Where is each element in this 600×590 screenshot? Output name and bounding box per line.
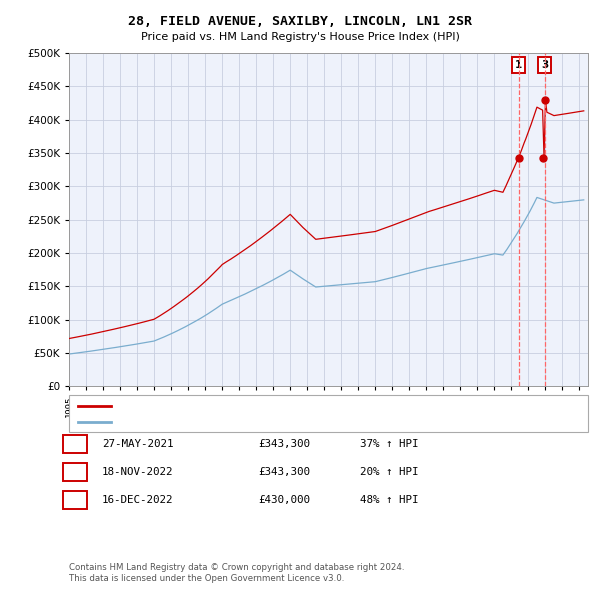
Text: 3: 3 <box>541 60 548 70</box>
Text: £343,300: £343,300 <box>258 467 310 477</box>
Text: 20% ↑ HPI: 20% ↑ HPI <box>360 467 419 477</box>
Text: 2: 2 <box>71 467 79 477</box>
Text: 3: 3 <box>71 496 79 505</box>
Text: This data is licensed under the Open Government Licence v3.0.: This data is licensed under the Open Gov… <box>69 573 344 583</box>
Text: 18-NOV-2022: 18-NOV-2022 <box>102 467 173 477</box>
Text: 28, FIELD AVENUE, SAXILBY, LINCOLN, LN1 2SR: 28, FIELD AVENUE, SAXILBY, LINCOLN, LN1 … <box>128 15 472 28</box>
Text: 1: 1 <box>515 60 522 70</box>
Text: £430,000: £430,000 <box>258 496 310 505</box>
Text: 48% ↑ HPI: 48% ↑ HPI <box>360 496 419 505</box>
Text: 27-MAY-2021: 27-MAY-2021 <box>102 439 173 448</box>
Text: 28, FIELD AVENUE, SAXILBY, LINCOLN, LN1 2SR (detached house): 28, FIELD AVENUE, SAXILBY, LINCOLN, LN1 … <box>117 401 444 411</box>
Text: 37% ↑ HPI: 37% ↑ HPI <box>360 439 419 448</box>
Text: 1: 1 <box>71 439 79 448</box>
Text: £343,300: £343,300 <box>258 439 310 448</box>
Text: Price paid vs. HM Land Registry's House Price Index (HPI): Price paid vs. HM Land Registry's House … <box>140 32 460 42</box>
Text: 16-DEC-2022: 16-DEC-2022 <box>102 496 173 505</box>
Text: HPI: Average price, detached house, West Lindsey: HPI: Average price, detached house, West… <box>117 417 367 427</box>
Text: Contains HM Land Registry data © Crown copyright and database right 2024.: Contains HM Land Registry data © Crown c… <box>69 563 404 572</box>
